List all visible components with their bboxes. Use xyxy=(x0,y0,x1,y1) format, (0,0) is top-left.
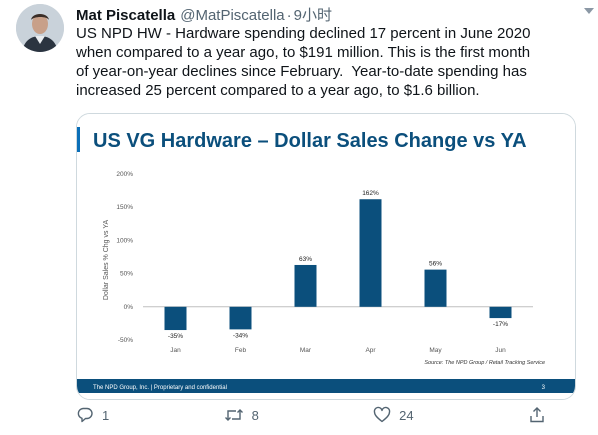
bar-value-label: -35% xyxy=(168,333,183,340)
bar-apr xyxy=(359,199,382,307)
retweet-icon xyxy=(224,409,243,421)
y-tick-label: -50% xyxy=(118,337,133,344)
like-count: 24 xyxy=(399,407,414,423)
tweet-header: Mat Piscatella @MatPiscatella · 9小时 xyxy=(76,4,588,24)
avatar-photo xyxy=(16,4,64,52)
share-button[interactable] xyxy=(528,406,546,424)
bar-jun xyxy=(489,306,512,319)
reply-icon xyxy=(77,407,93,423)
timestamp[interactable]: 9小时 xyxy=(293,7,332,24)
chevron-down-icon[interactable] xyxy=(584,8,594,14)
like-button[interactable]: 24 xyxy=(373,406,414,424)
bar-feb xyxy=(229,306,252,330)
x-tick-label: Jun xyxy=(495,347,506,354)
chart-footer-band xyxy=(77,379,575,393)
chart-source: Source: The NPD Group / Retail Tracking … xyxy=(424,360,545,366)
bar-may xyxy=(424,269,447,307)
bar-jan xyxy=(164,306,187,331)
chart-footer-text: The NPD Group, Inc. | Proprietary and co… xyxy=(93,385,227,391)
heart-icon xyxy=(373,406,391,423)
chart-title: US VG Hardware – Dollar Sales Change vs … xyxy=(93,130,527,152)
reply-button[interactable]: 1 xyxy=(76,406,109,424)
avatar[interactable] xyxy=(16,4,64,52)
x-tick-label: Feb xyxy=(235,347,247,354)
bar-value-label: 162% xyxy=(362,190,379,197)
bar-value-label: -17% xyxy=(493,321,508,328)
bar-value-label: -34% xyxy=(233,332,248,339)
y-tick-label: 50% xyxy=(120,271,133,278)
y-tick-label: 0% xyxy=(124,304,134,311)
y-tick-label: 200% xyxy=(116,171,133,178)
y-tick-label: 150% xyxy=(116,204,133,211)
tweet-text: US NPD HW - Hardware spending declined 1… xyxy=(76,25,531,99)
x-tick-label: Jan xyxy=(170,347,181,354)
reply-count: 1 xyxy=(102,407,110,423)
retweet-count: 8 xyxy=(251,407,259,423)
bar-value-label: 56% xyxy=(429,261,442,268)
y-tick-label: 100% xyxy=(116,237,133,244)
bar-value-label: 63% xyxy=(299,256,312,263)
user-handle[interactable]: @MatPiscatella xyxy=(180,7,285,24)
y-axis-label: Dollar Sales % Chg vs YA xyxy=(103,220,110,301)
display-name[interactable]: Mat Piscatella xyxy=(76,7,176,24)
separator-dot: · xyxy=(286,7,292,24)
bar-mar xyxy=(294,264,317,307)
chart-page-number: 3 xyxy=(542,385,546,391)
x-tick-label: May xyxy=(429,347,442,354)
chart: US VG Hardware – Dollar Sales Change vs … xyxy=(77,114,575,399)
x-tick-label: Apr xyxy=(365,347,376,354)
retweet-button[interactable]: 8 xyxy=(224,406,259,424)
share-icon xyxy=(530,407,544,423)
title-accent-bar xyxy=(77,127,80,152)
tweet-media-image[interactable]: US VG Hardware – Dollar Sales Change vs … xyxy=(76,113,576,400)
tweet-actions: 1 8 24 xyxy=(76,404,546,426)
x-tick-label: Mar xyxy=(300,347,312,354)
